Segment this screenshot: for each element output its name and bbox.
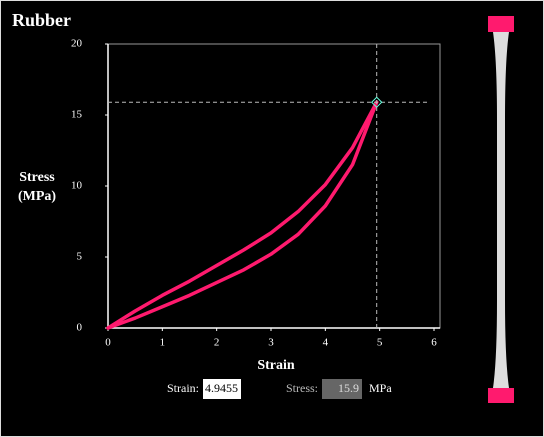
readout-value: 15.9	[338, 381, 359, 395]
curve	[106, 100, 379, 330]
x-tick-label: 6	[431, 337, 437, 349]
grip	[488, 16, 514, 32]
specimen	[493, 32, 509, 388]
x-tick-label: 1	[160, 337, 166, 349]
readout-unit: MPa	[369, 381, 392, 395]
x-axis-label: Strain	[257, 358, 295, 373]
readout-value: 4.9455	[205, 381, 238, 395]
y-tick-label: 10	[71, 180, 83, 192]
x-tick-label: 4	[323, 337, 329, 349]
y-tick-label: 0	[77, 322, 83, 334]
y-axis-label: (MPa)	[18, 189, 56, 204]
x-tick-label: 2	[214, 337, 220, 349]
marker	[370, 96, 383, 108]
x-tick-label: 3	[268, 337, 274, 349]
y-tick-label: 20	[71, 38, 83, 50]
chart-title: Rubber	[12, 10, 71, 30]
x-tick-label: 5	[377, 337, 383, 349]
x-tick-label: 0	[105, 337, 111, 349]
grip	[488, 388, 514, 403]
plot: 0 1 2 3 4 5 6 0 5 10 15 20	[71, 38, 441, 349]
curve	[106, 100, 379, 330]
y-tick-label: 15	[71, 109, 83, 121]
readout-box	[203, 379, 241, 399]
readout-box	[322, 379, 362, 399]
y-axis-label: Stress	[19, 170, 55, 185]
readout-label: Stress:	[286, 381, 318, 395]
readout-label: Strain:	[167, 381, 199, 395]
y-tick-label: 5	[77, 251, 83, 263]
